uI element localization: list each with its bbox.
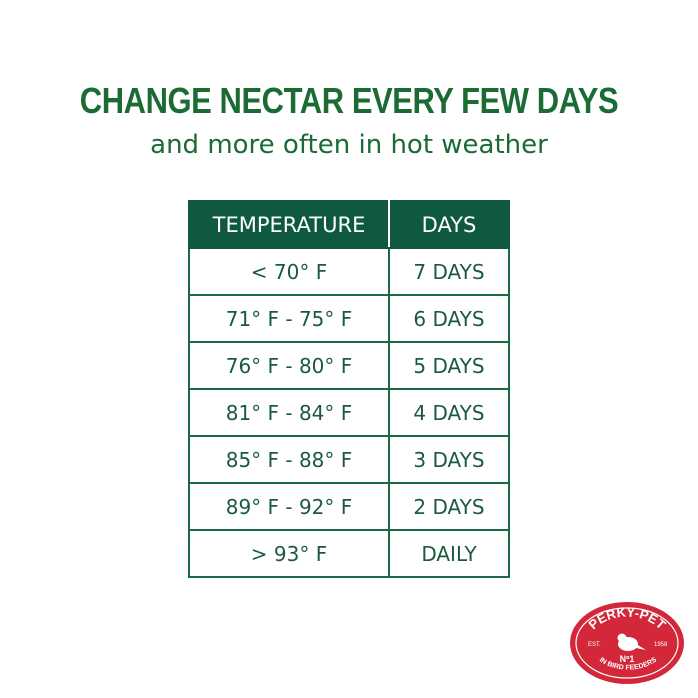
days-cell: 6 DAYS — [388, 294, 510, 343]
temperature-cell: 85° F - 88° F — [188, 435, 390, 484]
temperature-cell: 76° F - 80° F — [188, 341, 390, 390]
temperature-cell: 81° F - 84° F — [188, 388, 390, 437]
days-cell: 3 DAYS — [388, 435, 510, 484]
header-temperature: TEMPERATURE — [188, 200, 390, 249]
temperature-cell: > 93° F — [188, 529, 390, 578]
page-title: CHANGE NECTAR EVERY FEW DAYS — [79, 80, 619, 121]
days-cell: 4 DAYS — [388, 388, 510, 437]
temperature-cell: 71° F - 75° F — [188, 294, 390, 343]
table-row: > 93° F DAILY — [188, 529, 510, 578]
svg-text:Nº1: Nº1 — [620, 654, 635, 664]
temperature-cell: 89° F - 92° F — [188, 482, 390, 531]
svg-text:1958: 1958 — [654, 642, 668, 648]
table-header-row: TEMPERATURE DAYS — [188, 200, 510, 249]
days-cell: 2 DAYS — [388, 482, 510, 531]
days-cell: 5 DAYS — [388, 341, 510, 390]
temperature-cell: < 70° F — [188, 247, 390, 296]
days-cell: DAILY — [388, 529, 510, 578]
page-subtitle: and more often in hot weather — [150, 130, 548, 160]
svg-text:EST.: EST. — [588, 642, 601, 648]
days-cell: 7 DAYS — [388, 247, 510, 296]
bird-icon — [617, 633, 646, 651]
perky-pet-logo: PERKY-PET IN BIRD FEEDERS EST. 1958 Nº1 — [570, 602, 684, 684]
header-days: DAYS — [388, 200, 510, 249]
